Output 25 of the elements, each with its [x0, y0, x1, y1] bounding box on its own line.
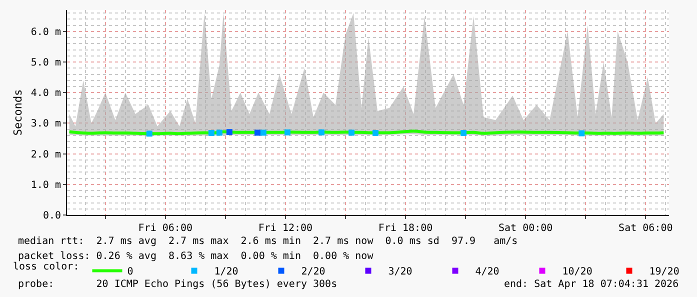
- legend-label: 3/20: [388, 266, 412, 278]
- legend-label: 4/20: [475, 266, 500, 278]
- y-tick-label: 4.0 m: [30, 88, 61, 100]
- legend-label: 10/20: [562, 266, 592, 278]
- legend-label: 19/20: [649, 266, 680, 278]
- legend-label: 2/20: [301, 266, 326, 278]
- y-tick-label: 3.0 m: [30, 118, 61, 130]
- y-tick-label: 6.0 m: [30, 26, 61, 38]
- legend-title: loss color:: [13, 261, 80, 272]
- y-tick-label: 5.0 m: [30, 58, 61, 69]
- y-tick-label: 1.0 m: [30, 180, 61, 191]
- text: probe: 20 ICMP Echo Pings (56 Bytes) every 300s: [18, 279, 338, 290]
- legend-label: 1/20: [214, 266, 238, 278]
- y-tick-label: 2.0 m: [30, 149, 61, 160]
- text: end: Sat Apr 18 07:04:31 2026: [504, 279, 679, 290]
- x-tick-label: Fri 12:00: [258, 223, 313, 234]
- text: median rtt: 2.7 ms avg 2.7 ms max 2.6 ms min 2.7 ms now 0.0 ms sd 97.9 am/s: [18, 236, 518, 247]
- legend-label: 0: [127, 266, 134, 278]
- x-tick-label: Sat 00:00: [498, 223, 553, 234]
- text: packet loss: 0.26 % avg 8.63 % max 0.00 % min 0.00 % now: [18, 251, 374, 262]
- x-tick-label: Sat 06:00: [618, 223, 673, 234]
- y-tick-label: 0.0: [42, 210, 61, 222]
- y-axis-title: Seconds: [12, 89, 25, 136]
- x-tick-label: Fri 18:00: [378, 223, 433, 234]
- x-tick-label: Fri 06:00: [138, 223, 192, 234]
